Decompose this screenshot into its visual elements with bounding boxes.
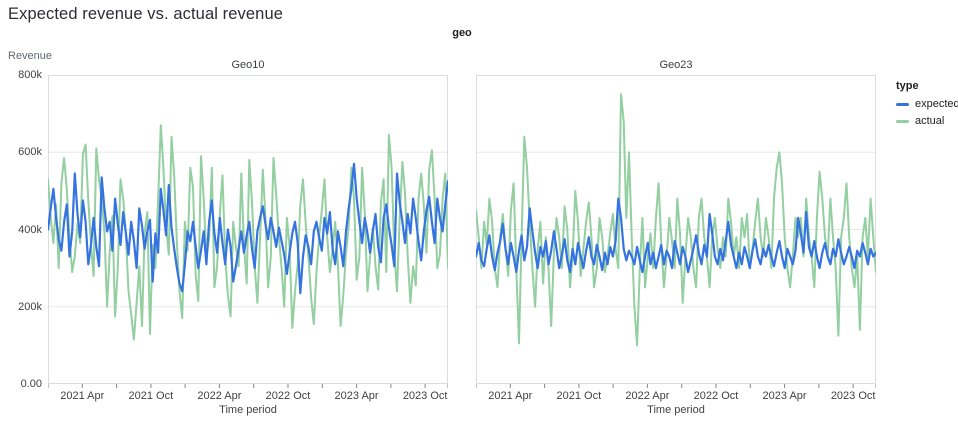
x-tick-label: 2023 Oct [830,390,876,402]
facet-title-geo23: Geo23 [659,59,693,71]
x-axis-title-geo10: Time period [219,404,277,416]
x-axis-labels-geo23: 2021 Apr 2021 Oct 2022 Apr 2022 Oct 2023 Apr… [476,390,876,404]
legend-title: type [896,80,919,92]
y-tick-label: 400k [18,223,42,236]
x-tick-label: 2022 Apr [625,390,670,402]
y-tick-label: 0.00 [20,378,42,390]
page-title: Expected revenue vs. actual revenue [8,5,284,23]
x-tick-label: 2022 Oct [265,390,311,402]
x-tick-label: 2021 Apr [60,390,105,402]
x-axis-labels-geo10: 2021 Apr 2021 Oct 2022 Apr 2022 Oct 2023 Apr… [48,390,448,404]
facet-field-label: geo [452,27,472,39]
facet-panel-geo10[interactable]: Geo10 [48,59,448,388]
line-chart-geo10 [48,75,448,388]
legend-item-label: expected [915,98,958,110]
x-tick-label: 2022 Apr [197,390,242,402]
x-axis-title-geo23: Time period [647,404,705,416]
y-axis-title: Revenue [8,50,53,62]
x-tick-label: 2023 Oct [402,390,448,402]
x-tick-label: 2023 Apr [334,390,379,402]
x-tick-label: 2022 Oct [693,390,739,402]
actual-line-swatch-icon [896,119,909,123]
expected-line-swatch-icon [896,102,909,106]
x-tick-label: 2021 Oct [556,390,602,402]
legend: type expected actual [896,80,958,132]
x-tick-label: 2021 Oct [128,390,174,402]
legend-item-label: actual [915,115,945,127]
y-tick-label: 600k [18,146,42,159]
x-tick-label: 2023 Apr [762,390,807,402]
facet-panel-geo23[interactable]: Geo23 [476,59,876,388]
line-chart-geo23 [476,75,876,388]
facet-title-geo10: Geo10 [231,59,265,71]
legend-item-actual[interactable]: actual [896,115,958,127]
x-tick-label: 2021 Apr [488,390,533,402]
y-tick-label: 200k [18,300,42,313]
legend-item-expected[interactable]: expected [896,98,958,110]
y-tick-label: 800k [18,69,42,81]
